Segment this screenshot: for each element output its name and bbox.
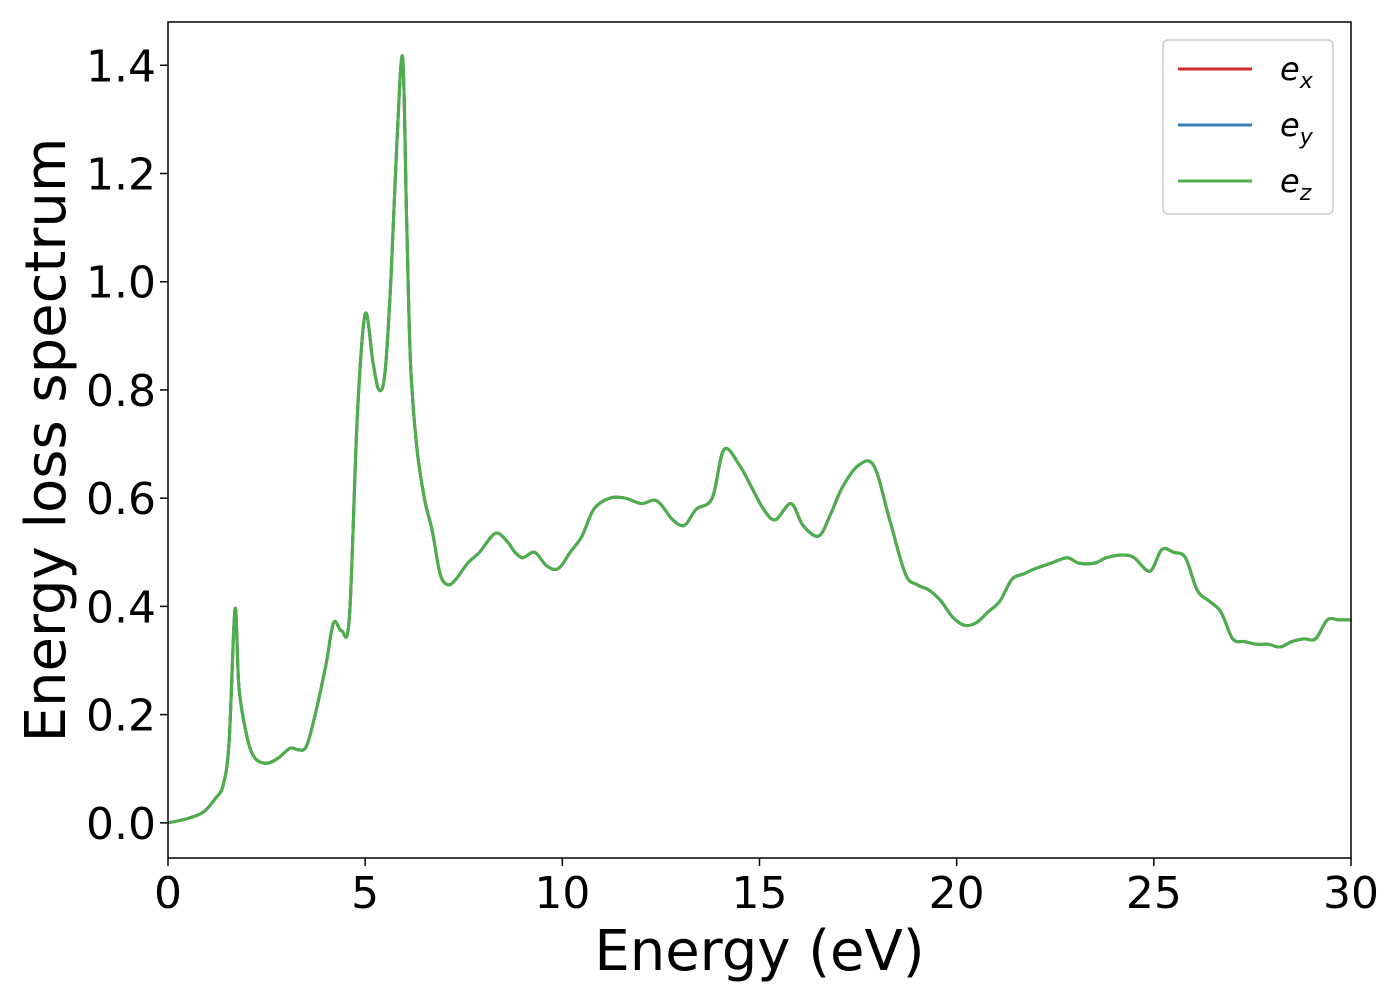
series-line-z [167, 54, 1351, 825]
x-tick-label: 30 [1323, 868, 1379, 919]
legend-label-x: ex [1280, 50, 1314, 94]
x-tick-label: 25 [1126, 868, 1182, 919]
x-tick-label: 15 [732, 868, 788, 919]
x-axis-label: Energy (eV) [594, 919, 924, 984]
y-tick-label: 0.6 [86, 474, 156, 525]
ticks-layer: 0 5 10 15 20 25 30 0.0 0.2 0.4 0.6 0.8 1.0 1.2 1.4 [86, 41, 1379, 919]
y-tick-label: 0.8 [86, 366, 156, 417]
y-tick-label: 0.0 [86, 799, 156, 850]
x-tick-label: 0 [154, 868, 182, 919]
y-tick-label: 1.4 [86, 41, 156, 92]
x-tick-label: 5 [351, 868, 379, 919]
legend-label-y: ey [1280, 106, 1314, 150]
y-tick-label: 1.0 [86, 258, 156, 309]
x-tick-label: 10 [534, 868, 590, 919]
series-layer [167, 54, 1351, 825]
legend: ex ey ez [1162, 39, 1334, 215]
legend-label-z: ez [1280, 162, 1312, 206]
y-tick-label: 0.4 [86, 582, 156, 633]
legend-box [1162, 39, 1334, 215]
y-axis-label: Energy loss spectrum [14, 138, 79, 743]
y-tick-label: 1.2 [86, 150, 156, 201]
x-tick-label: 20 [929, 868, 985, 919]
y-tick-label: 0.2 [86, 691, 156, 742]
